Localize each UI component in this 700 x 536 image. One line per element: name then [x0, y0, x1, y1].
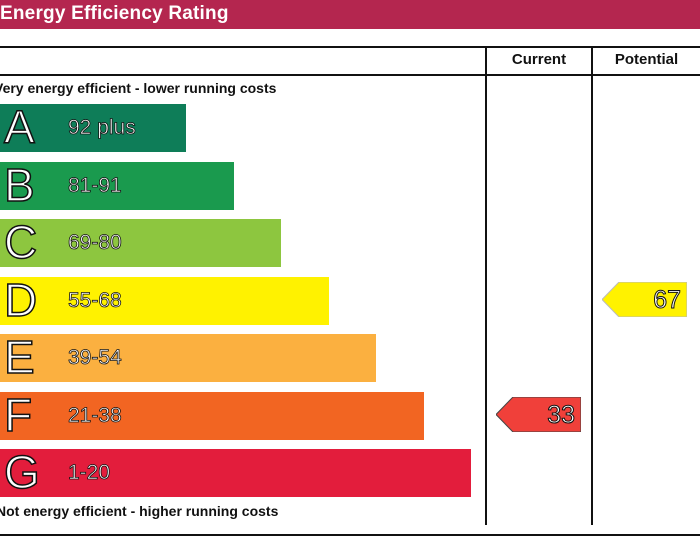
- current-rating-arrow: 33: [496, 396, 581, 432]
- current-arrow-shape: [496, 396, 581, 432]
- header-row-divider: [0, 74, 700, 76]
- column-header-potential: Potential: [614, 51, 679, 68]
- column-divider-right: [591, 46, 593, 525]
- column-header-current: Current: [511, 51, 567, 68]
- band-e: E 39-54: [0, 330, 376, 384]
- band-range-label: 1-20: [68, 461, 111, 485]
- band-c: C 69-80: [0, 215, 281, 269]
- band-range-label: 39-54: [68, 346, 123, 370]
- page-title: Energy Efficiency Rating: [0, 3, 229, 24]
- band-letter: G: [3, 445, 40, 499]
- band-letter: B: [3, 158, 35, 212]
- potential-arrow-shape: [602, 281, 687, 317]
- band-range-label: 55-68: [68, 288, 123, 312]
- current-rating-value: 33: [547, 400, 576, 429]
- band-f: F 21-38: [0, 388, 424, 442]
- column-divider-left: [485, 46, 487, 525]
- band-d: D 55-68: [0, 273, 329, 327]
- band-a: A 92 plus: [0, 100, 186, 154]
- band-letter: E: [3, 330, 35, 384]
- band-range-label: 81-91: [68, 173, 123, 197]
- potential-rating-arrow: 67: [602, 281, 687, 317]
- band-range-label: 21-38: [68, 403, 123, 427]
- band-letter: C: [3, 215, 38, 269]
- band-range-label: 92 plus: [68, 116, 137, 140]
- band-letter: A: [3, 100, 35, 154]
- band-b: B 81-91: [0, 158, 234, 212]
- header-bar: Energy Efficiency Rating: [0, 0, 700, 29]
- bottom-caption: Not energy efficient - higher running co…: [0, 503, 279, 519]
- top-caption: Very energy efficient - lower running co…: [0, 80, 277, 96]
- potential-rating-value: 67: [653, 285, 682, 314]
- band-range-label: 69-80: [68, 231, 123, 255]
- band-letter: D: [3, 273, 38, 327]
- band-letter: F: [3, 388, 33, 442]
- band-g: G 1-20: [0, 445, 471, 499]
